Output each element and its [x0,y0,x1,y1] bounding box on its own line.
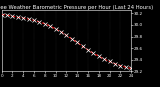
Title: Milwaukee Weather Barometric Pressure per Hour (Last 24 Hours): Milwaukee Weather Barometric Pressure pe… [0,5,154,10]
